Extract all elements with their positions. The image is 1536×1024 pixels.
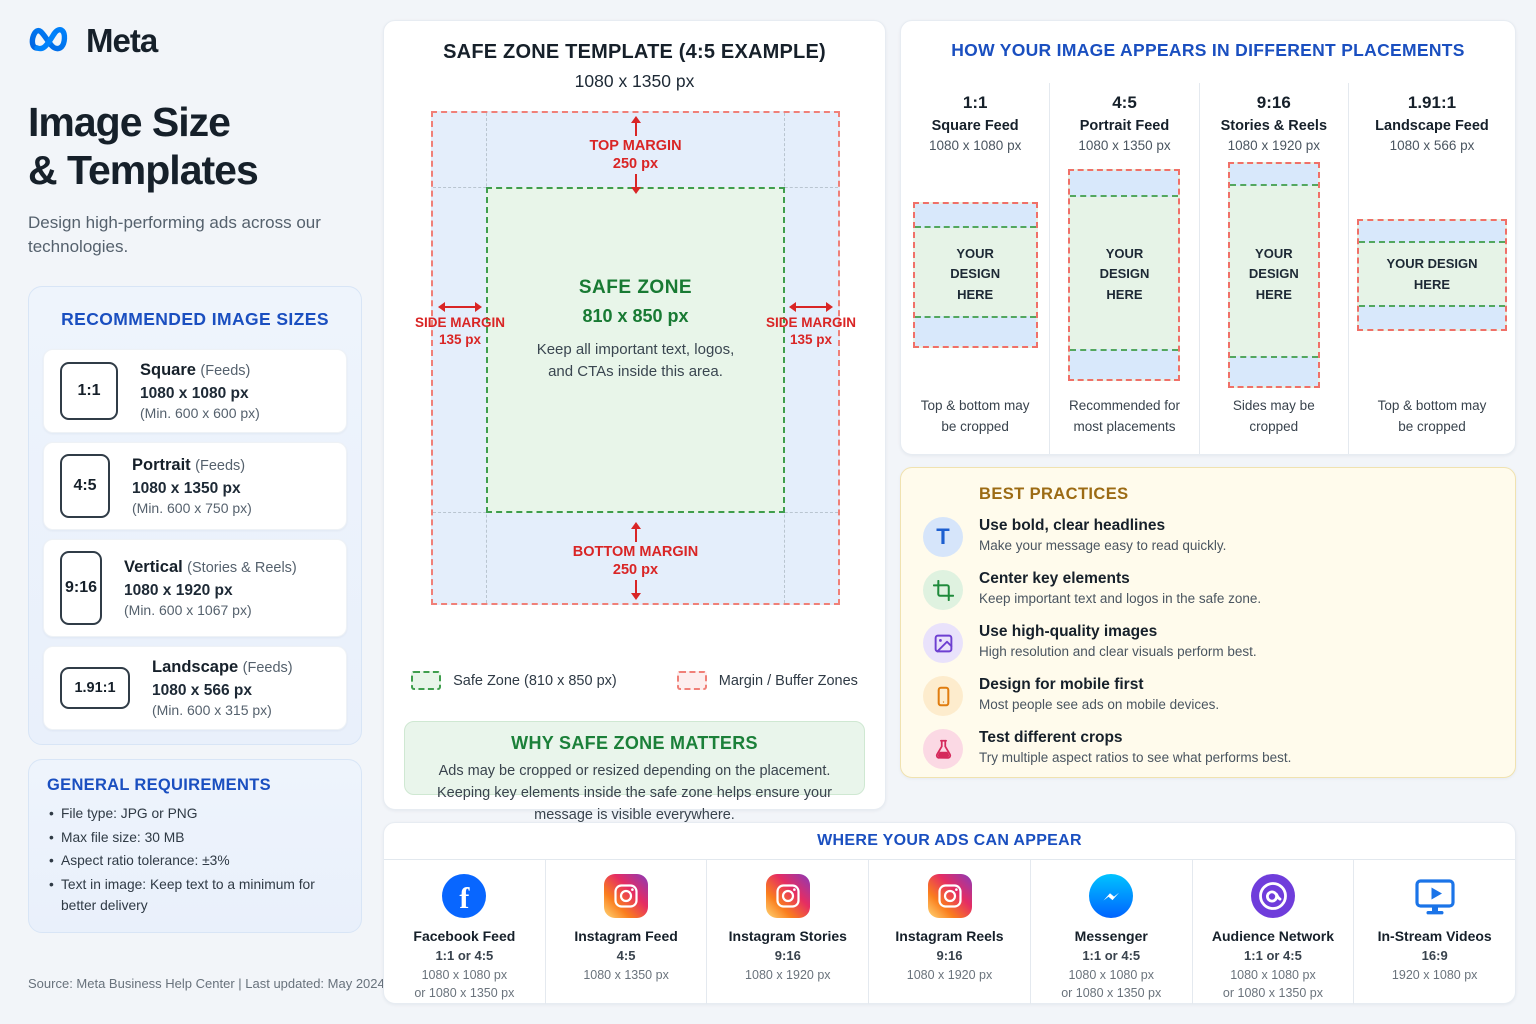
general-requirements-panel: GENERAL REQUIREMENTS File type: JPG or P…: [28, 759, 362, 934]
practice-center-elements: Center key elements Keep important text …: [923, 570, 1493, 610]
messenger-icon: [1089, 874, 1134, 918]
crop-strip-top: [914, 203, 1036, 228]
channel-audience-network: Audience Network 1:1 or 4:5 1080 x 1080 …: [1191, 860, 1354, 1004]
channels-card: WHERE YOUR ADS CAN APPEAR f Facebook Fee…: [383, 822, 1516, 1004]
source-footer: Source: Meta Business Help Center | Last…: [28, 976, 385, 991]
practice-high-quality: Use high-quality images High resolution …: [923, 623, 1493, 663]
requirement-item: Max file size: 30 MB: [47, 828, 343, 849]
meta-logo: Meta: [28, 22, 362, 60]
ratio-box-1-91-1: 1.91:1: [60, 667, 130, 710]
crop-strip-top: [1070, 170, 1179, 197]
bottom-margin-label: BOTTOM MARGIN 250 px: [433, 522, 838, 600]
mobile-icon: [923, 676, 963, 716]
recommended-sizes-heading: RECOMMENDED IMAGE SIZES: [61, 309, 329, 330]
crop-strip-bottom: [1358, 304, 1505, 329]
placement-stories-reels: 9:16 Stories & Reels 1080 x 1920 px YOUR…: [1198, 83, 1348, 454]
flask-icon: [923, 729, 963, 769]
placements-columns: 1:1 Square Feed 1080 x 1080 px YOUR DESI…: [901, 83, 1515, 454]
size-item-portrait: 4:5 Portrait (Feeds) 1080 x 1350 px (Min…: [43, 442, 347, 531]
channel-instagram-feed: Instagram Feed 4:5 1080 x 1350 px: [544, 860, 707, 1004]
instagram-icon: [604, 874, 649, 918]
practice-mobile-first: Design for mobile first Most people see …: [923, 676, 1493, 716]
channels-columns: f Facebook Feed 1:1 or 4:5 1080 x 1080 p…: [384, 860, 1515, 1004]
channel-instagram-stories: Instagram Stories 9:16 1080 x 1920 px: [706, 860, 868, 1004]
channel-instagram-reels: Instagram Reels 9:16 1080 x 1920 px: [868, 860, 1030, 1004]
text-icon: T: [923, 517, 963, 557]
diagram-legend: Safe Zone (810 x 850 px) Margin / Buffer…: [384, 671, 885, 690]
arrow-horizontal-icon: [438, 302, 482, 312]
safe-zone-area: SAFE ZONE 810 x 850 px Keep all importan…: [486, 187, 785, 513]
ratio-box-4-5: 4:5: [60, 454, 110, 519]
safe-zone-diagram: SAFE ZONE 810 x 850 px Keep all importan…: [415, 111, 856, 605]
recommended-sizes-panel: RECOMMENDED IMAGE SIZES 1:1 Square (Feed…: [28, 286, 362, 746]
requirements-list: File type: JPG or PNG Max file size: 30 …: [47, 804, 343, 916]
size-item-square: 1:1 Square (Feeds) 1080 x 1080 px (Min. …: [43, 349, 347, 434]
crop-icon: [923, 570, 963, 610]
practice-test-crops: Test different crops Try multiple aspect…: [923, 729, 1493, 769]
channels-header: WHERE YOUR ADS CAN APPEAR: [384, 823, 1515, 860]
brand-name: Meta: [86, 22, 158, 59]
image-icon: [923, 623, 963, 663]
design-mock-landscape: YOUR DESIGN HERE: [1356, 218, 1507, 331]
right-margin-label: SIDE MARGIN 135 px: [766, 301, 856, 347]
requirement-item: File type: JPG or PNG: [47, 804, 343, 825]
arrow-up-icon: [630, 116, 641, 136]
crop-strip-bottom: [914, 315, 1036, 346]
channel-messenger: Messenger 1:1 or 4:5 1080 x 1080 px or 1…: [1029, 860, 1192, 1004]
page-subtitle: Design high-performing ads across our te…: [28, 212, 321, 257]
requirement-item: Aspect ratio tolerance: ±3%: [47, 851, 343, 872]
placement-landscape-feed: 1.91:1 Landscape Feed 1080 x 566 px YOUR…: [1347, 83, 1515, 454]
left-column: Meta Image Size & Templates Design high-…: [28, 22, 362, 934]
requirement-item: Text in image: Keep text to a minimum fo…: [47, 875, 343, 916]
channel-in-stream-videos: In-Stream Videos 16:9 1920 x 1080 px: [1353, 860, 1515, 1004]
arrow-horizontal-icon: [789, 302, 833, 312]
best-practices-heading: BEST PRACTICES: [979, 485, 1129, 503]
crop-strip-bottom: [1070, 348, 1179, 379]
legend-margin-zone: Margin / Buffer Zones: [676, 671, 858, 690]
design-mock-story: YOUR DESIGN HERE: [1227, 161, 1320, 388]
safe-zone-subtitle: 1080 x 1350 px: [574, 71, 695, 91]
why-safe-zone-heading: WHY SAFE ZONE MATTERS: [511, 733, 758, 753]
audience-network-icon: [1193, 873, 1354, 919]
why-safe-zone-box: WHY SAFE ZONE MATTERS Ads may be cropped…: [404, 721, 865, 823]
crop-strip-bottom: [1229, 355, 1318, 386]
top-margin-label: TOP MARGIN 250 px: [433, 116, 838, 194]
crop-strip-top: [1229, 163, 1318, 186]
meta-infinity-icon: [28, 25, 76, 58]
safe-zone-title: SAFE ZONE TEMPLATE (4:5 EXAMPLE): [443, 41, 826, 63]
design-mock-portrait: YOUR DESIGN HERE: [1068, 168, 1181, 381]
placement-square-feed: 1:1 Square Feed 1080 x 1080 px YOUR DESI…: [901, 83, 1049, 454]
size-item-vertical: 9:16 Vertical (Stories & Reels) 1080 x 1…: [43, 539, 347, 638]
arrow-down-icon: [630, 580, 641, 600]
channel-facebook-feed: f Facebook Feed 1:1 or 4:5 1080 x 1080 p…: [384, 860, 545, 1004]
arrow-up-icon: [630, 522, 641, 542]
facebook-icon: f: [442, 874, 487, 918]
size-item-landscape: 1.91:1 Landscape (Feeds) 1080 x 566 px (…: [43, 646, 347, 731]
safe-zone-swatch: [411, 671, 442, 690]
instagram-icon: [765, 874, 810, 918]
crop-strip-top: [1358, 220, 1505, 243]
best-practices-card: BEST PRACTICES T Use bold, clear headlin…: [900, 467, 1516, 778]
page-title: Image Size & Templates: [28, 99, 259, 194]
arrow-down-icon: [630, 174, 641, 194]
placements-card: HOW YOUR IMAGE APPEARS IN DIFFERENT PLAC…: [900, 20, 1516, 455]
video-player-icon: [1354, 873, 1515, 919]
safe-zone-card: SAFE ZONE TEMPLATE (4:5 EXAMPLE) 1080 x …: [383, 20, 886, 823]
placements-heading: HOW YOUR IMAGE APPEARS IN DIFFERENT PLAC…: [951, 40, 1465, 60]
why-safe-zone-body: Ads may be cropped or resized depending …: [437, 763, 832, 823]
instagram-icon: [927, 874, 972, 918]
placement-portrait-feed: 4:5 Portrait Feed 1080 x 1350 px YOUR DE…: [1049, 83, 1198, 454]
left-margin-label: SIDE MARGIN 135 px: [415, 301, 505, 347]
practice-headlines: T Use bold, clear headlines Make your me…: [923, 517, 1493, 557]
ratio-box-9-16: 9:16: [60, 551, 102, 626]
general-requirements-heading: GENERAL REQUIREMENTS: [47, 776, 271, 795]
channels-heading: WHERE YOUR ADS CAN APPEAR: [817, 832, 1082, 849]
margin-zone-swatch: [676, 671, 707, 690]
design-mock-square: YOUR DESIGN HERE: [912, 201, 1038, 348]
ratio-box-1-1: 1:1: [60, 362, 118, 421]
legend-safe-zone: Safe Zone (810 x 850 px): [411, 671, 617, 690]
